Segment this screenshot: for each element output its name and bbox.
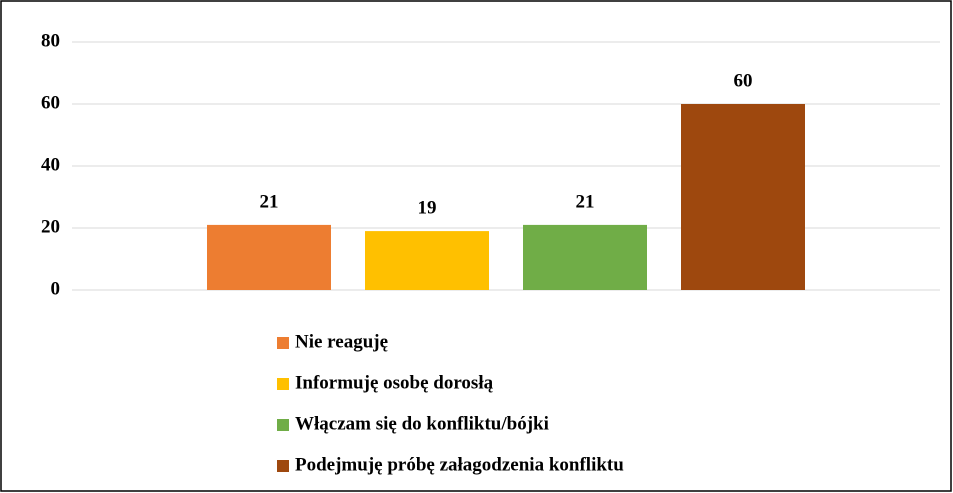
data-label: 21	[576, 191, 595, 212]
y-tick-label: 40	[41, 154, 60, 175]
legend-swatch	[277, 337, 289, 349]
y-tick-label: 80	[41, 30, 60, 51]
bar	[365, 231, 489, 290]
legend-swatch	[277, 460, 289, 472]
y-tick-label: 60	[41, 92, 60, 113]
bar	[207, 224, 331, 290]
data-label: 60	[734, 70, 753, 91]
legend-label: Nie reaguję	[295, 331, 388, 352]
data-label: 21	[260, 191, 279, 212]
legend-label: Podejmuję próbę załagodzenia konfliktu	[295, 454, 624, 475]
data-label: 19	[418, 197, 437, 218]
legend-label: Informuję osobę dorosłą	[295, 372, 494, 393]
legend-swatch	[277, 378, 289, 390]
y-tick-label: 20	[41, 216, 60, 237]
bar	[523, 224, 647, 290]
legend-label: Włączam się do konfliktu/bójki	[295, 413, 549, 434]
bar	[681, 104, 805, 290]
legend-swatch	[277, 419, 289, 431]
y-tick-label: 0	[51, 278, 61, 299]
